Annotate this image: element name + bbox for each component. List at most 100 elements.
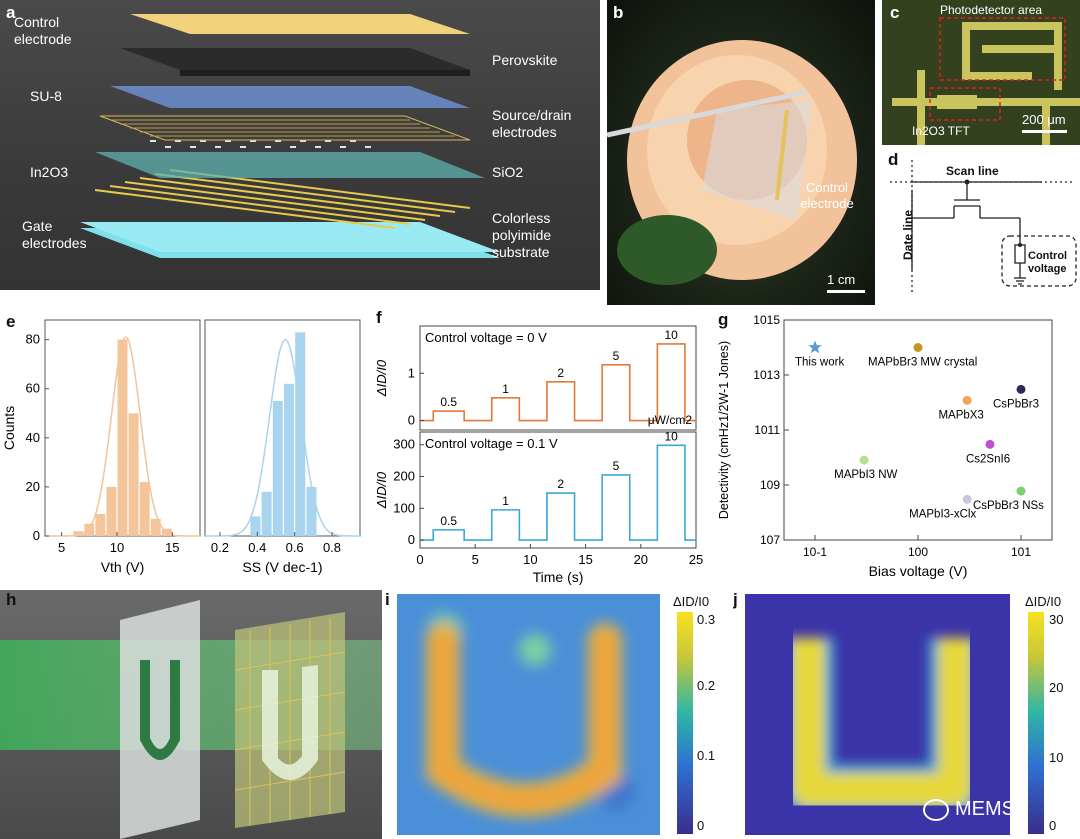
unit-label: μW/cm2 (648, 413, 693, 427)
x-axis-label: Vth (V) (101, 559, 145, 575)
watermark: MEMS (923, 798, 1015, 821)
y-tick-label: 60 (26, 381, 40, 396)
x-axis-label: Time (s) (533, 569, 584, 585)
detectivity-chart-g: 10-1 100 101 107 109 1011 1013 1015 This work MAP… (717, 313, 1053, 579)
label-in2o3: In2O3 (30, 164, 69, 180)
panel-h: h (0, 590, 382, 839)
data-point (913, 343, 923, 352)
y-tick-label: 1 (408, 365, 415, 380)
y-tick-label: 80 (26, 332, 40, 347)
colorbar-tick-i-0: 0.3 (697, 612, 716, 627)
label-date-line: Date line (901, 210, 915, 261)
label-gate: Gate electrodes (22, 218, 87, 251)
colorbar-tick-i-1: 0.2 (697, 678, 716, 693)
panel-j: j ΔID/I0 30 20 10 0 MEMS (733, 590, 1080, 839)
y-tick-label: 200 (393, 468, 415, 483)
control-electrode-layer (130, 14, 470, 34)
panel-label-i: i (385, 590, 390, 609)
histogram-bar (306, 486, 317, 536)
y-tick-label: 1013 (753, 368, 780, 382)
histogram-bar (150, 518, 161, 536)
histogram-bar (283, 383, 295, 536)
x-axis-label: Bias voltage (V) (869, 563, 968, 579)
x-tick-label: 0.8 (323, 540, 341, 555)
in2o3-dots (150, 140, 371, 148)
imaging-illustration (0, 600, 382, 839)
label-perovskite: Perovskite (492, 52, 558, 68)
panel-label-d: d (888, 150, 899, 169)
colorbar-title-i: ΔID/I0 (673, 594, 710, 609)
scale-bar-b (827, 290, 865, 293)
x-tick-label: 10 (110, 540, 124, 555)
colorbar-tick-j-0: 30 (1049, 612, 1064, 627)
label-su8: SU-8 (30, 88, 62, 104)
panel-label-g: g (718, 310, 729, 329)
x-tick-label: 100 (908, 545, 928, 559)
panel-label-h: h (6, 590, 17, 609)
colorbar-tick-j-2: 10 (1049, 750, 1064, 765)
x-tick-label: 5 (472, 552, 479, 567)
gaussian-fit-line (205, 338, 360, 537)
x-tick-label: 25 (689, 552, 703, 567)
point-label: CsPbBr3 (993, 398, 1039, 410)
histogram-bar (106, 486, 117, 536)
sio2-layer (95, 152, 485, 178)
source-drain-mesh (110, 119, 455, 137)
data-point (1016, 384, 1026, 394)
label-control-electrode: Control electrode (14, 14, 72, 47)
pulse-label: 5 (613, 459, 620, 473)
x-tick-label: 15 (165, 540, 179, 555)
plot-frame (419, 431, 697, 549)
pulse-label: 10 (664, 429, 678, 443)
photoresponse-map-i (397, 594, 693, 835)
photoresponse-map-j (745, 594, 1044, 835)
y-tick-label: 0 (408, 413, 415, 428)
colorbar-tick-j-3: 0 (1049, 818, 1057, 833)
histogram-bar (95, 513, 106, 536)
histogram-bar (128, 413, 139, 536)
y-tick-label: 20 (26, 479, 40, 494)
x-axis-label: SS (V dec-1) (242, 559, 322, 575)
pulse-label: 1 (502, 494, 509, 508)
label-control-voltage: Control voltage (1028, 250, 1068, 275)
x-tick-label: 0.4 (248, 540, 266, 555)
substrate-top (80, 222, 500, 252)
photodetector-area-box (939, 17, 1066, 81)
point-label: MAPbX3 (938, 409, 983, 421)
y-tick-label: 40 (26, 430, 40, 445)
colorbar-i (677, 612, 693, 834)
label-source-drain: Source/drain electrodes (492, 107, 572, 140)
panel-d: d Scan line Date line Control voltage (882, 150, 1080, 300)
x-tick-label: 10 (523, 552, 537, 567)
chart-title: Control voltage = 0 V (425, 330, 547, 345)
pulse-label: 2 (557, 477, 564, 491)
x-tick-label: 5 (58, 540, 65, 555)
circuit-diagram (890, 160, 1077, 295)
data-point-star (808, 340, 822, 354)
histogram-bar (139, 482, 150, 536)
panel-label-j: j (733, 590, 738, 609)
tft-box (929, 87, 1001, 121)
label-photodetector-area: Photodetector area (940, 3, 1043, 17)
histogram-bar (272, 401, 283, 536)
y-axis-label: ΔID/I0 (374, 471, 389, 509)
data-point (962, 494, 972, 504)
panel-b: b Control electrode 1 cm (607, 0, 875, 305)
y-tick-label: 1015 (753, 313, 780, 327)
wechat-icon (923, 798, 949, 821)
y-tick-label: 109 (760, 478, 780, 492)
y-tick-label: 107 (760, 533, 780, 547)
pulse-label: 5 (613, 349, 620, 363)
micrograph (882, 0, 1080, 145)
panel-e: 5 10 15 0 20 40 60 80 Vth (V) Counts 0.2 0.4 0.6 0.8 S… (0, 308, 365, 588)
panel-g: 10-1 100 101 107 109 1011 1013 1015 This work MAP… (712, 308, 1080, 588)
histogram-bar (84, 523, 95, 536)
label-tft: In2O3 TFT (912, 124, 970, 138)
data-point (1016, 486, 1026, 496)
pulse-label: 10 (664, 328, 678, 342)
x-tick-label: 20 (634, 552, 648, 567)
histogram-bar (117, 339, 128, 536)
data-point (985, 439, 995, 449)
histogram-bar (295, 332, 306, 536)
